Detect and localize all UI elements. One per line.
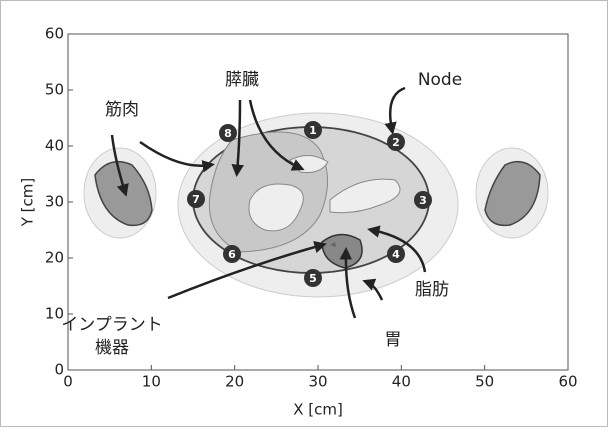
implant-label: インプラント — [61, 315, 163, 335]
node-number: 5 — [309, 272, 317, 285]
muscle-label: 筋肉 — [105, 100, 139, 120]
x-tick-label: 50 — [475, 373, 494, 391]
y-tick-label: 40 — [45, 137, 64, 155]
y-tick-label: 10 — [45, 305, 64, 323]
y-tick-label: 50 — [45, 81, 64, 99]
y-tick-label: 0 — [54, 361, 64, 379]
node-number: 8 — [224, 127, 232, 140]
figure: 筋肉 膵臓 Node 脂肪 胃 インプラント 機器 X [cm] Y [cm] … — [0, 0, 609, 428]
x-tick-label: 0 — [63, 373, 73, 391]
implant-label: 機器 — [95, 338, 129, 358]
y-tick-label: 20 — [45, 249, 64, 267]
stomach-label: 胃 — [385, 330, 402, 350]
x-tick-label: 10 — [142, 373, 161, 391]
node-number: 4 — [392, 248, 400, 261]
y-tick-label: 60 — [45, 25, 64, 43]
x-tick-label: 30 — [308, 373, 327, 391]
x-axis-label: X [cm] — [293, 401, 343, 419]
node-number: 2 — [392, 136, 400, 149]
x-tick-label: 40 — [392, 373, 411, 391]
y-tick-label: 30 — [45, 193, 64, 211]
y-axis-label: Y [cm] — [19, 178, 37, 228]
node-number: 7 — [192, 193, 200, 206]
x-tick-label: 60 — [558, 373, 577, 391]
fat-label: 脂肪 — [415, 280, 449, 300]
node-label: Node — [418, 70, 462, 90]
x-tick-label: 20 — [225, 373, 244, 391]
node-number: 3 — [419, 194, 427, 207]
node-number: 1 — [309, 124, 317, 137]
node-number: 6 — [228, 248, 236, 261]
pancreas-label: 膵臓 — [225, 70, 259, 90]
